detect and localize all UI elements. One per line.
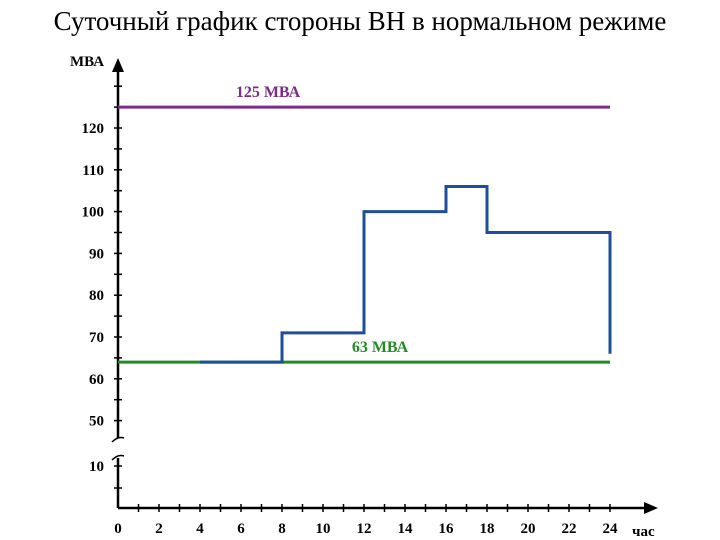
reference-line-label: 63 МВА [352, 339, 409, 356]
x-tick-label: 18 [480, 521, 495, 537]
x-tick-label: 16 [439, 521, 455, 537]
y-tick-label: 80 [89, 288, 104, 304]
chart-title: Суточный график стороны ВН в нормальном … [53, 6, 667, 36]
reference-line-label: 125 МВА [236, 84, 301, 101]
x-tick-label: 20 [521, 521, 536, 537]
x-tick-label: 12 [357, 521, 372, 537]
x-tick-label: 10 [316, 521, 331, 537]
x-tick-label: 6 [237, 521, 245, 537]
y-axis-break-mark [111, 436, 125, 443]
y-tick-label: 10 [89, 459, 104, 475]
y-axis-title: МВА [70, 54, 104, 70]
x-tick-label: 2 [155, 521, 163, 537]
axes [111, 58, 658, 514]
x-tick-label: 4 [196, 521, 204, 537]
x-axis-arrow [644, 502, 658, 514]
y-tick-label: 60 [89, 372, 104, 388]
y-axis-break-mark [111, 454, 125, 461]
load-step-line [200, 185, 612, 364]
y-tick-label: 50 [89, 414, 104, 430]
x-tick-label: 24 [603, 521, 619, 537]
x-tick-label: 22 [562, 521, 577, 537]
x-tick-label: 0 [114, 521, 122, 537]
y-tick-label: 120 [82, 121, 105, 137]
x-tick-label: 8 [278, 521, 286, 537]
y-tick-label: 100 [82, 205, 105, 221]
x-tick-label: 14 [398, 521, 414, 537]
y-tick-label: 70 [89, 330, 104, 346]
y-axis-arrow [112, 58, 124, 72]
series-group [199, 185, 612, 364]
y-tick-label: 90 [89, 246, 104, 262]
x-axis-title: час [632, 524, 655, 540]
y-tick-label: 110 [82, 163, 104, 179]
